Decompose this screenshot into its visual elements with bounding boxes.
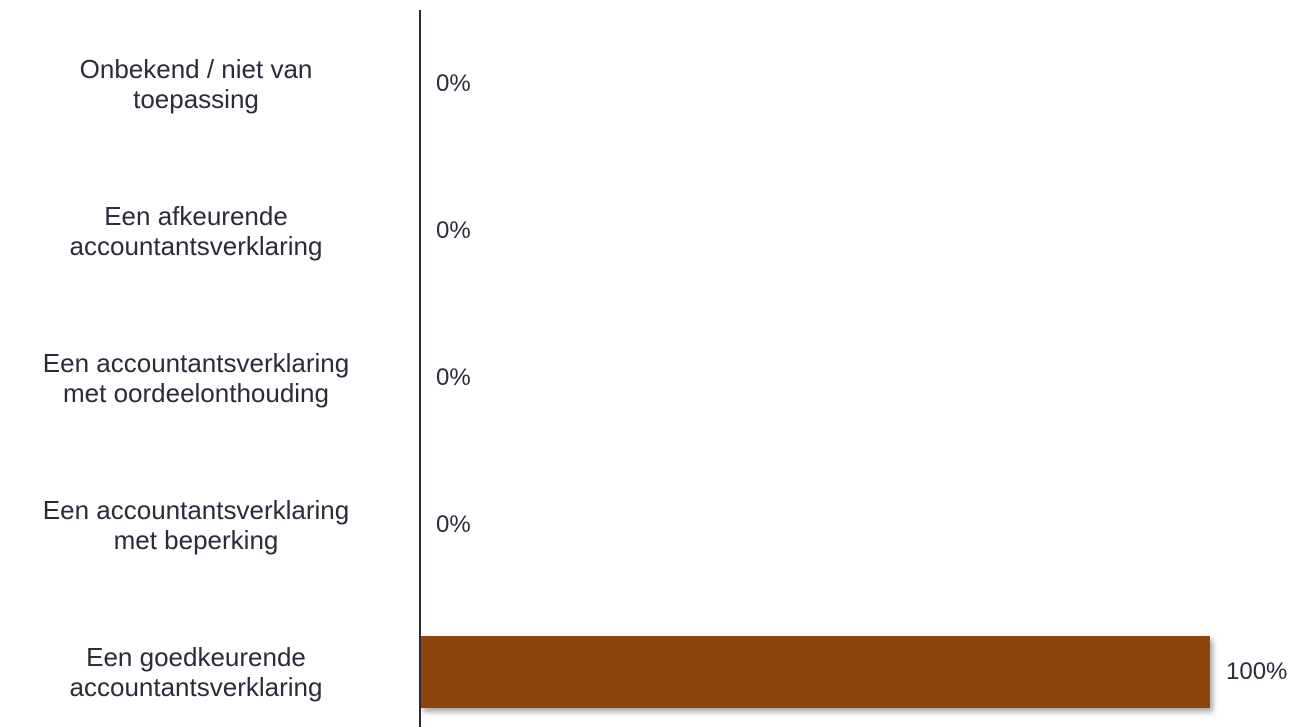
category-label: Een accountantsverklaring met beperking	[0, 495, 392, 555]
category-label: Onbekend / niet van toepassing	[0, 54, 392, 114]
category-label-line: met oordeelonthouding	[63, 378, 329, 408]
category-label-line: met beperking	[113, 525, 279, 555]
category-label-line: Een goedkeurende	[86, 642, 306, 672]
category-label: Een afkeurende accountantsverklaring	[0, 201, 392, 261]
value-label: 100%	[1226, 658, 1288, 685]
category-label-line: accountantsverklaring	[69, 672, 323, 702]
value-label: 0%	[436, 364, 471, 391]
value-label: 0%	[436, 70, 471, 97]
category-label: Een goedkeurende accountantsverklaring	[0, 642, 392, 702]
category-label-line: Een afkeurende	[104, 201, 288, 231]
category-label-line: Een accountantsverklaring	[42, 495, 350, 525]
category-label-line: Onbekend / niet van	[79, 54, 313, 84]
value-label: 0%	[436, 217, 471, 244]
category-label-line: toepassing	[133, 84, 259, 114]
bar	[420, 636, 1210, 708]
bars-layer	[420, 636, 1210, 708]
value-label: 0%	[436, 511, 471, 538]
category-label: Een accountantsverklaring met oordeelonth…	[0, 348, 392, 408]
category-label-line: accountantsverklaring	[69, 231, 323, 261]
category-label-line: Een accountantsverklaring	[42, 348, 350, 378]
